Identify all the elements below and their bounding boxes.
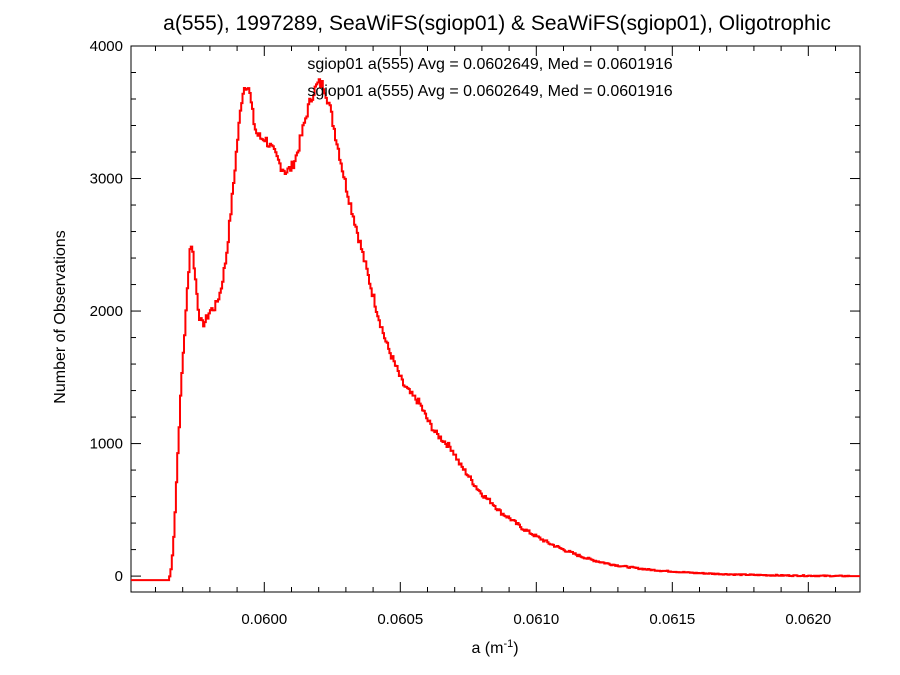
x-tick-label: 0.0600 xyxy=(241,611,287,628)
x-axis-label: a (m-1) xyxy=(471,638,518,657)
stats-annotation-red: sgiop01 a(555) Avg = 0.0602649, Med = 0.… xyxy=(307,83,672,100)
y-tick-label: 2000 xyxy=(90,303,123,320)
axis-ticks xyxy=(131,45,860,592)
x-tick-label: 0.0610 xyxy=(513,611,559,628)
x-tick-label: 0.0605 xyxy=(377,611,423,628)
x-axis-label-superscript: -1 xyxy=(503,638,513,650)
tick-labels: 0.0600 0.0605 0.0610 0.0615 0.0620 0 1000 2000 3… xyxy=(90,38,832,628)
y-tick-label: 3000 xyxy=(90,171,123,188)
stats-annotation-black: sgiop01 a(555) Avg = 0.0602649, Med = 0.… xyxy=(307,56,672,73)
x-tick-label: 0.0615 xyxy=(649,611,695,628)
x-axis-label-base: a (m xyxy=(471,640,503,657)
plot-frame xyxy=(130,45,861,593)
x-tick-label: 0.0620 xyxy=(785,611,831,628)
histogram-series-line xyxy=(131,78,860,582)
y-tick-label: 0 xyxy=(115,568,123,585)
y-axis-label: Number of Observations xyxy=(52,230,69,403)
y-tick-label: 1000 xyxy=(90,436,123,453)
x-axis-label-close: ) xyxy=(513,640,518,657)
y-tick-label: 4000 xyxy=(90,38,123,55)
chart-title: a(555), 1997289, SeaWiFS(sgiop01) & SeaW… xyxy=(163,12,831,35)
